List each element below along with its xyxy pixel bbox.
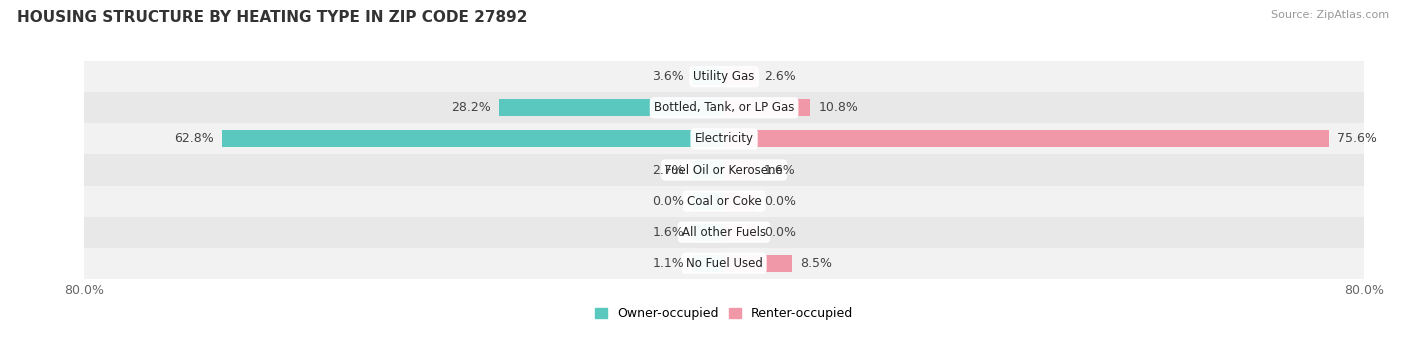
Text: No Fuel Used: No Fuel Used xyxy=(686,257,762,270)
Bar xyxy=(724,162,756,178)
Text: 2.6%: 2.6% xyxy=(763,70,796,83)
Bar xyxy=(724,130,1329,148)
Bar xyxy=(724,99,810,116)
Text: 10.8%: 10.8% xyxy=(818,101,858,114)
Text: Source: ZipAtlas.com: Source: ZipAtlas.com xyxy=(1271,10,1389,20)
Text: 0.0%: 0.0% xyxy=(763,226,796,239)
Bar xyxy=(499,99,724,116)
Bar xyxy=(724,68,756,85)
Bar xyxy=(692,255,724,272)
Text: 8.5%: 8.5% xyxy=(800,257,832,270)
Text: 62.8%: 62.8% xyxy=(174,132,214,146)
Bar xyxy=(84,217,1364,248)
Text: Bottled, Tank, or LP Gas: Bottled, Tank, or LP Gas xyxy=(654,101,794,114)
Bar xyxy=(724,192,756,210)
Bar xyxy=(84,248,1364,279)
Text: Coal or Coke: Coal or Coke xyxy=(686,194,762,208)
Bar xyxy=(84,154,1364,186)
Text: 1.1%: 1.1% xyxy=(652,257,685,270)
Text: 0.0%: 0.0% xyxy=(652,194,685,208)
Bar xyxy=(222,130,724,148)
Bar xyxy=(84,123,1364,154)
Bar xyxy=(724,224,756,241)
Bar xyxy=(692,162,724,178)
Bar xyxy=(84,92,1364,123)
Text: Electricity: Electricity xyxy=(695,132,754,146)
Text: 0.0%: 0.0% xyxy=(763,194,796,208)
Legend: Owner-occupied, Renter-occupied: Owner-occupied, Renter-occupied xyxy=(595,307,853,320)
Bar xyxy=(692,192,724,210)
Text: Fuel Oil or Kerosene: Fuel Oil or Kerosene xyxy=(665,164,783,176)
Text: Utility Gas: Utility Gas xyxy=(693,70,755,83)
Bar xyxy=(84,61,1364,92)
Bar xyxy=(692,68,724,85)
Bar xyxy=(692,224,724,241)
Text: 28.2%: 28.2% xyxy=(451,101,491,114)
Text: 2.7%: 2.7% xyxy=(652,164,685,176)
Text: 1.6%: 1.6% xyxy=(652,226,685,239)
Text: 75.6%: 75.6% xyxy=(1337,132,1376,146)
Bar xyxy=(84,186,1364,217)
Text: 3.6%: 3.6% xyxy=(652,70,685,83)
Text: All other Fuels: All other Fuels xyxy=(682,226,766,239)
Text: 1.6%: 1.6% xyxy=(763,164,796,176)
Text: HOUSING STRUCTURE BY HEATING TYPE IN ZIP CODE 27892: HOUSING STRUCTURE BY HEATING TYPE IN ZIP… xyxy=(17,10,527,25)
Bar xyxy=(724,255,792,272)
